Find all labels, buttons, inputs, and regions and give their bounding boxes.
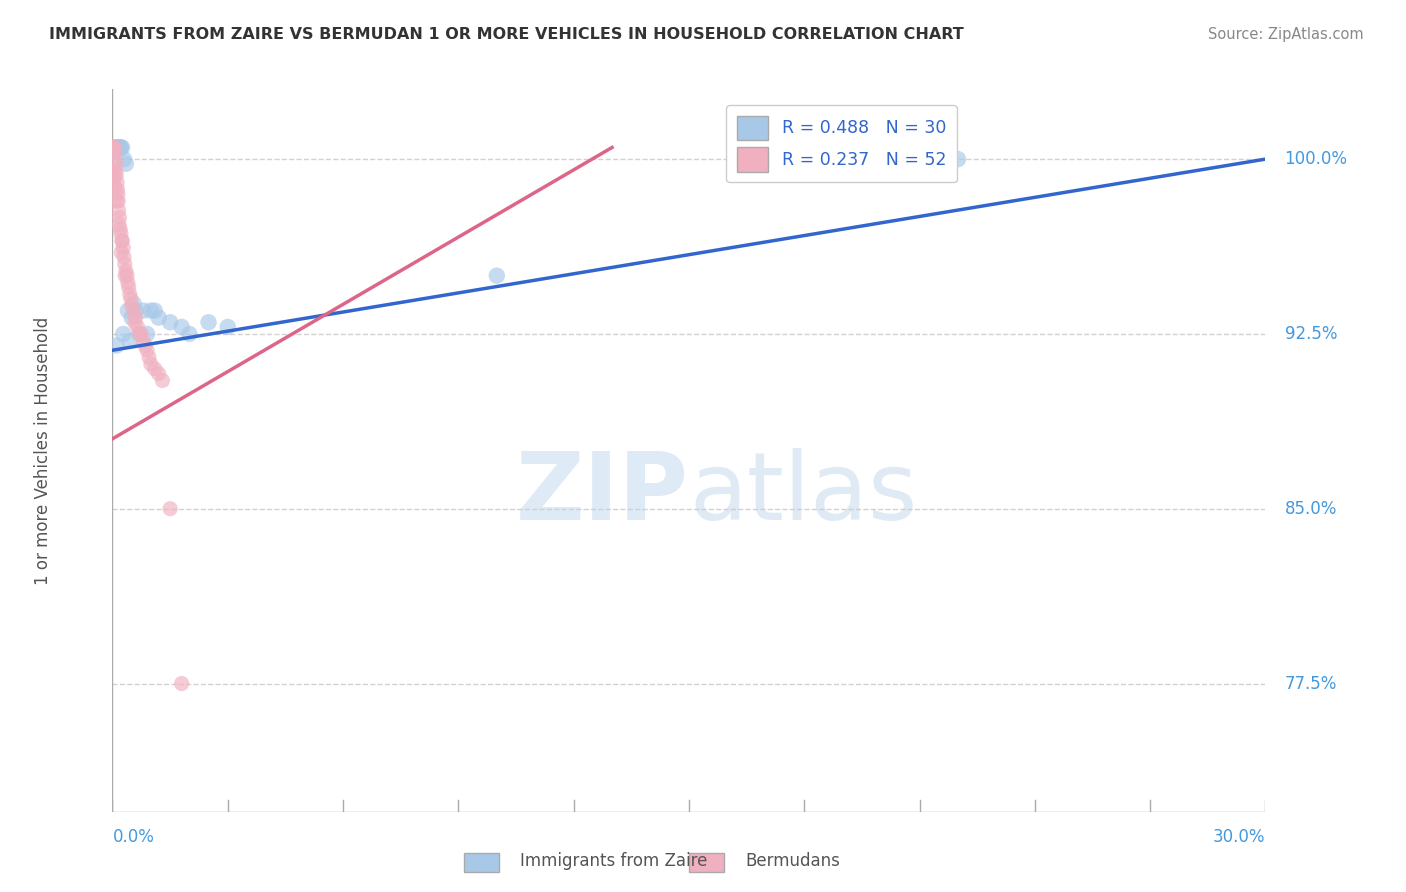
Point — [136, 326, 159, 341]
Point — [170, 676, 193, 690]
Point — [129, 326, 153, 341]
Point — [127, 320, 149, 334]
Point — [115, 264, 138, 278]
Text: 100.0%: 100.0% — [1285, 150, 1347, 168]
Point — [159, 315, 181, 329]
Text: atlas: atlas — [689, 448, 917, 540]
Text: 77.5%: 77.5% — [1285, 674, 1337, 692]
Point — [105, 169, 128, 183]
Text: 1 or more Vehicles in Household: 1 or more Vehicles in Household — [34, 317, 52, 584]
Point — [108, 218, 131, 232]
Point — [105, 338, 128, 352]
Point — [143, 303, 166, 318]
Point — [103, 140, 125, 154]
Point — [104, 152, 127, 166]
Point — [110, 227, 132, 241]
Point — [118, 334, 141, 348]
Point — [103, 140, 125, 154]
Point — [111, 234, 134, 248]
Point — [103, 140, 125, 154]
Point — [112, 241, 135, 255]
Point — [111, 140, 134, 154]
Point — [104, 157, 127, 171]
Point — [117, 280, 139, 294]
Text: IMMIGRANTS FROM ZAIRE VS BERMUDAN 1 OR MORE VEHICLES IN HOUSEHOLD CORRELATION CH: IMMIGRANTS FROM ZAIRE VS BERMUDAN 1 OR M… — [49, 27, 965, 42]
Point — [107, 140, 129, 154]
Point — [104, 140, 127, 154]
Point — [217, 320, 239, 334]
Point — [110, 140, 132, 154]
Point — [485, 268, 508, 283]
Point — [108, 222, 131, 236]
Point — [148, 367, 170, 381]
Point — [107, 203, 129, 218]
Point — [128, 326, 150, 341]
Point — [124, 315, 146, 329]
Point — [122, 303, 145, 318]
Point — [139, 357, 162, 371]
Point — [139, 303, 162, 318]
Point — [112, 250, 135, 264]
Point — [117, 303, 139, 318]
Point — [148, 310, 170, 325]
Point — [114, 268, 136, 283]
Text: 30.0%: 30.0% — [1213, 828, 1265, 846]
Point — [138, 350, 160, 364]
Point — [104, 163, 127, 178]
Point — [136, 343, 159, 358]
Point — [103, 169, 125, 183]
Point — [107, 187, 129, 202]
Point — [117, 276, 139, 290]
Text: 0.0%: 0.0% — [112, 828, 155, 846]
Point — [124, 310, 146, 325]
Text: Source: ZipAtlas.com: Source: ZipAtlas.com — [1208, 27, 1364, 42]
Point — [121, 299, 143, 313]
Text: Bermudans: Bermudans — [745, 852, 839, 870]
Point — [179, 326, 201, 341]
Point — [110, 245, 132, 260]
Point — [143, 362, 166, 376]
Point — [112, 326, 135, 341]
Point — [124, 303, 146, 318]
Point — [114, 257, 136, 271]
Point — [103, 140, 125, 154]
Point — [108, 140, 131, 154]
Point — [108, 140, 131, 154]
Point — [105, 194, 128, 208]
Point — [105, 140, 128, 154]
Point — [107, 182, 129, 196]
Point — [197, 315, 219, 329]
Point — [108, 211, 131, 225]
Point — [104, 145, 127, 160]
Point — [103, 163, 125, 178]
Point — [120, 292, 142, 306]
Point — [128, 326, 150, 341]
Point — [159, 501, 181, 516]
Text: Immigrants from Zaire: Immigrants from Zaire — [520, 852, 707, 870]
Point — [946, 152, 969, 166]
Legend: R = 0.488   N = 30, R = 0.237   N = 52: R = 0.488 N = 30, R = 0.237 N = 52 — [727, 105, 957, 182]
Point — [118, 287, 141, 301]
Point — [132, 303, 155, 318]
Point — [107, 194, 129, 208]
Point — [111, 234, 134, 248]
Point — [122, 296, 145, 310]
Point — [103, 140, 125, 154]
Point — [105, 176, 128, 190]
Point — [121, 310, 143, 325]
Point — [104, 180, 127, 194]
Text: ZIP: ZIP — [516, 448, 689, 540]
Point — [132, 334, 155, 348]
Text: 85.0%: 85.0% — [1285, 500, 1337, 517]
Point — [170, 320, 193, 334]
Point — [112, 152, 135, 166]
Point — [115, 268, 138, 283]
Text: 92.5%: 92.5% — [1285, 325, 1337, 343]
Point — [115, 157, 138, 171]
Point — [134, 338, 156, 352]
Point — [152, 374, 174, 388]
